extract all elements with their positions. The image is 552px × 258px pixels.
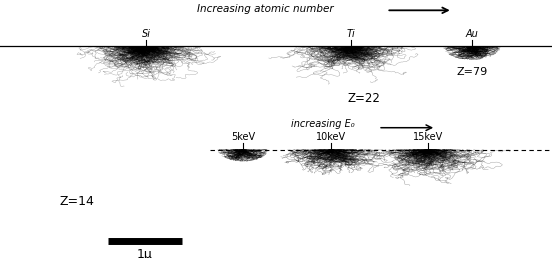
Text: Z=22: Z=22 bbox=[348, 92, 381, 104]
Text: 15keV: 15keV bbox=[413, 132, 443, 142]
Text: 10keV: 10keV bbox=[316, 132, 346, 142]
Text: Ti: Ti bbox=[346, 29, 355, 39]
Text: 1μ: 1μ bbox=[137, 248, 153, 258]
Text: increasing E₀: increasing E₀ bbox=[291, 119, 355, 129]
Text: Si: Si bbox=[142, 29, 151, 39]
Text: Z=79: Z=79 bbox=[457, 67, 487, 77]
Text: Increasing atomic number: Increasing atomic number bbox=[197, 4, 333, 14]
Text: Au: Au bbox=[465, 29, 479, 39]
Text: Z=14: Z=14 bbox=[60, 195, 95, 208]
Text: 5keV: 5keV bbox=[231, 132, 255, 142]
